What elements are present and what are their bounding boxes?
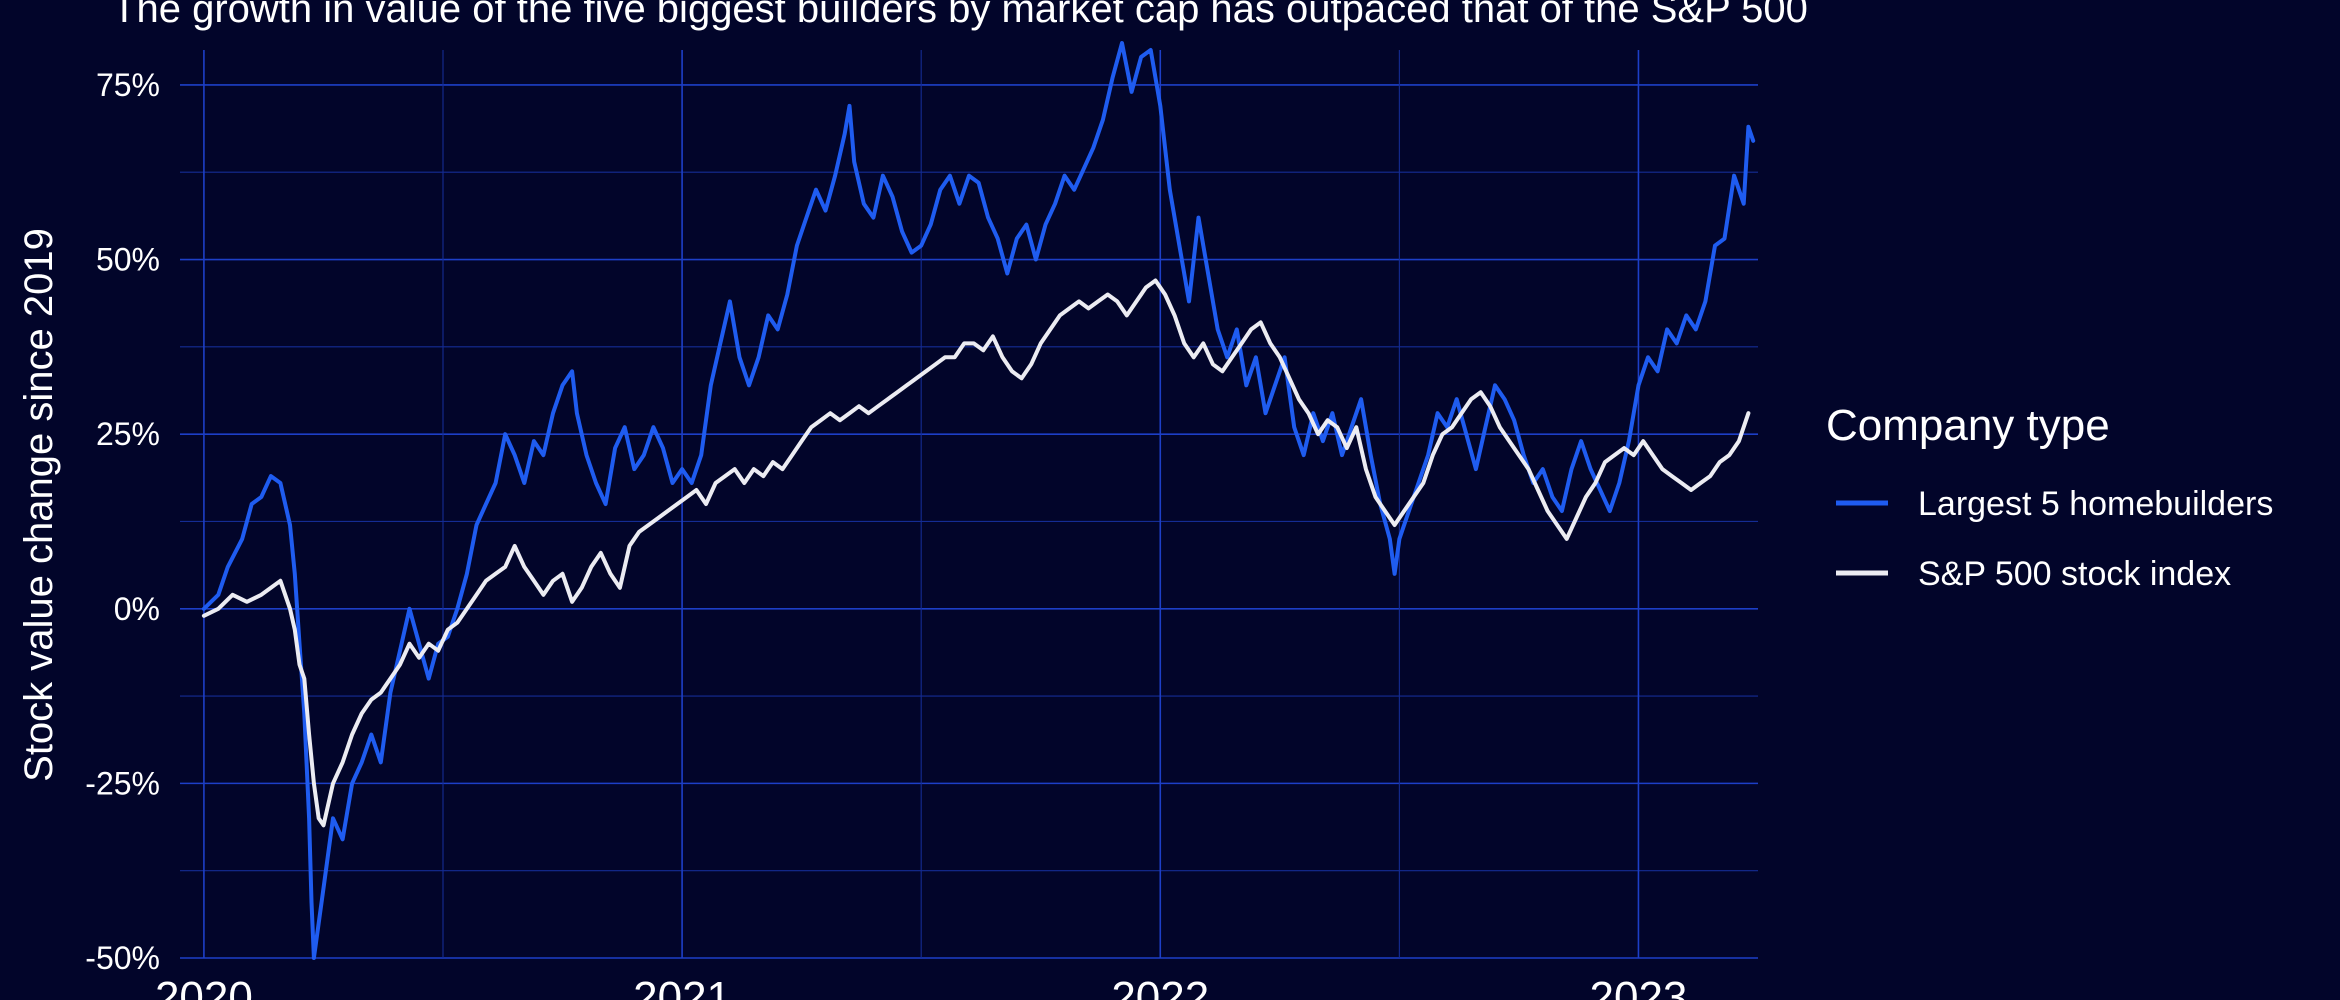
plot-series xyxy=(201,41,1756,960)
series-line-sp500 xyxy=(201,278,1751,828)
y-axis-label: Stock value change since 2019 xyxy=(17,228,61,782)
grid xyxy=(180,50,1758,959)
legend-title: Company type xyxy=(1826,401,2110,450)
x-tick-label: 2021 xyxy=(633,973,731,1000)
y-tick-label: 50% xyxy=(96,242,160,278)
y-axis: -50% -25% 0% 25% 50% 75% xyxy=(85,67,160,976)
y-tick-label: 0% xyxy=(114,591,160,627)
x-tick-label: 2022 xyxy=(1111,973,1209,1000)
y-tick-label: 75% xyxy=(96,67,160,103)
chart-title: The growth in value of the five biggest … xyxy=(112,0,1808,31)
legend-label-sp500: S&P 500 stock index xyxy=(1918,555,2231,593)
x-tick-label: 2020 xyxy=(155,973,253,1000)
x-tick-label: 2023 xyxy=(1590,973,1688,1000)
x-axis: 2020 2021 2022 2023 xyxy=(155,973,1687,1000)
y-tick-label: -25% xyxy=(85,765,160,801)
y-tick-label: -50% xyxy=(85,940,160,976)
legend: Company type Largest 5 homebuilders S&P … xyxy=(1826,401,2273,593)
legend-label-homebuilders: Largest 5 homebuilders xyxy=(1918,485,2273,523)
y-tick-label: 25% xyxy=(96,416,160,452)
